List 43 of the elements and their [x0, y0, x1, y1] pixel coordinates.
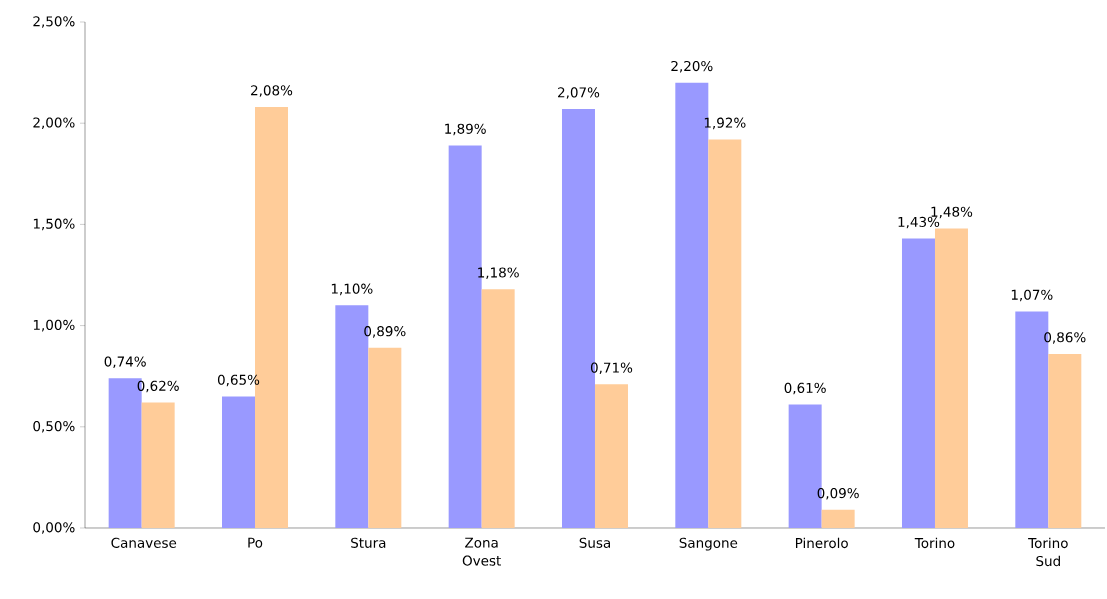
data-label: 1,89%: [445, 123, 486, 136]
x-tick-label: Torino: [914, 537, 955, 549]
x-tick-label: Susa: [579, 537, 610, 548]
data-label: 0,62%: [137, 380, 179, 393]
y-tick-label: 2,00%: [33, 117, 75, 129]
x-tick-label: Canavese: [111, 537, 177, 548]
data-label: 2,20%: [671, 60, 713, 73]
data-label: 0,61%: [784, 382, 826, 395]
y-tick-label: 1,00%: [33, 319, 75, 332]
x-tick-label: Sangone: [679, 537, 738, 551]
x-tick-label: Torino Sud: [1028, 537, 1068, 567]
bar: [1048, 353, 1082, 528]
y-tick-label: 0,50%: [33, 421, 75, 433]
bar: [141, 402, 175, 528]
data-label: 1,92%: [704, 117, 746, 130]
bar: [594, 384, 628, 528]
bar: [934, 228, 968, 528]
data-label: 0,09%: [817, 488, 859, 500]
x-tick-label: Pinerolo: [795, 537, 848, 549]
data-label: 1,07%: [1011, 289, 1053, 302]
bar: [901, 238, 935, 528]
x-tick-label: Po: [248, 537, 263, 548]
data-label: 0,89%: [364, 326, 406, 338]
bar: [708, 139, 742, 528]
data-label: 0,86%: [1044, 332, 1086, 344]
data-label: 0,74%: [104, 356, 146, 369]
bar: [481, 289, 515, 528]
y-tick-label: 0,00%: [33, 522, 75, 534]
x-tick-label: Stura: [351, 537, 386, 548]
bar: [368, 347, 402, 528]
bar: [821, 509, 855, 528]
data-label: 2,07%: [558, 87, 600, 99]
data-label: 1,48%: [931, 206, 973, 219]
data-label: 1,43%: [898, 216, 940, 229]
data-label: 0,71%: [590, 362, 633, 375]
y-tick-label: 2,50%: [33, 16, 75, 28]
data-label: 2,08%: [251, 85, 293, 97]
x-tick-label: Zona Ovest: [462, 537, 501, 566]
y-tick-label: 1,50%: [33, 218, 75, 231]
data-label: 1,10%: [331, 283, 373, 296]
bar: [222, 396, 255, 528]
data-label: 1,18%: [478, 267, 519, 279]
data-label: 0,65%: [217, 374, 260, 387]
